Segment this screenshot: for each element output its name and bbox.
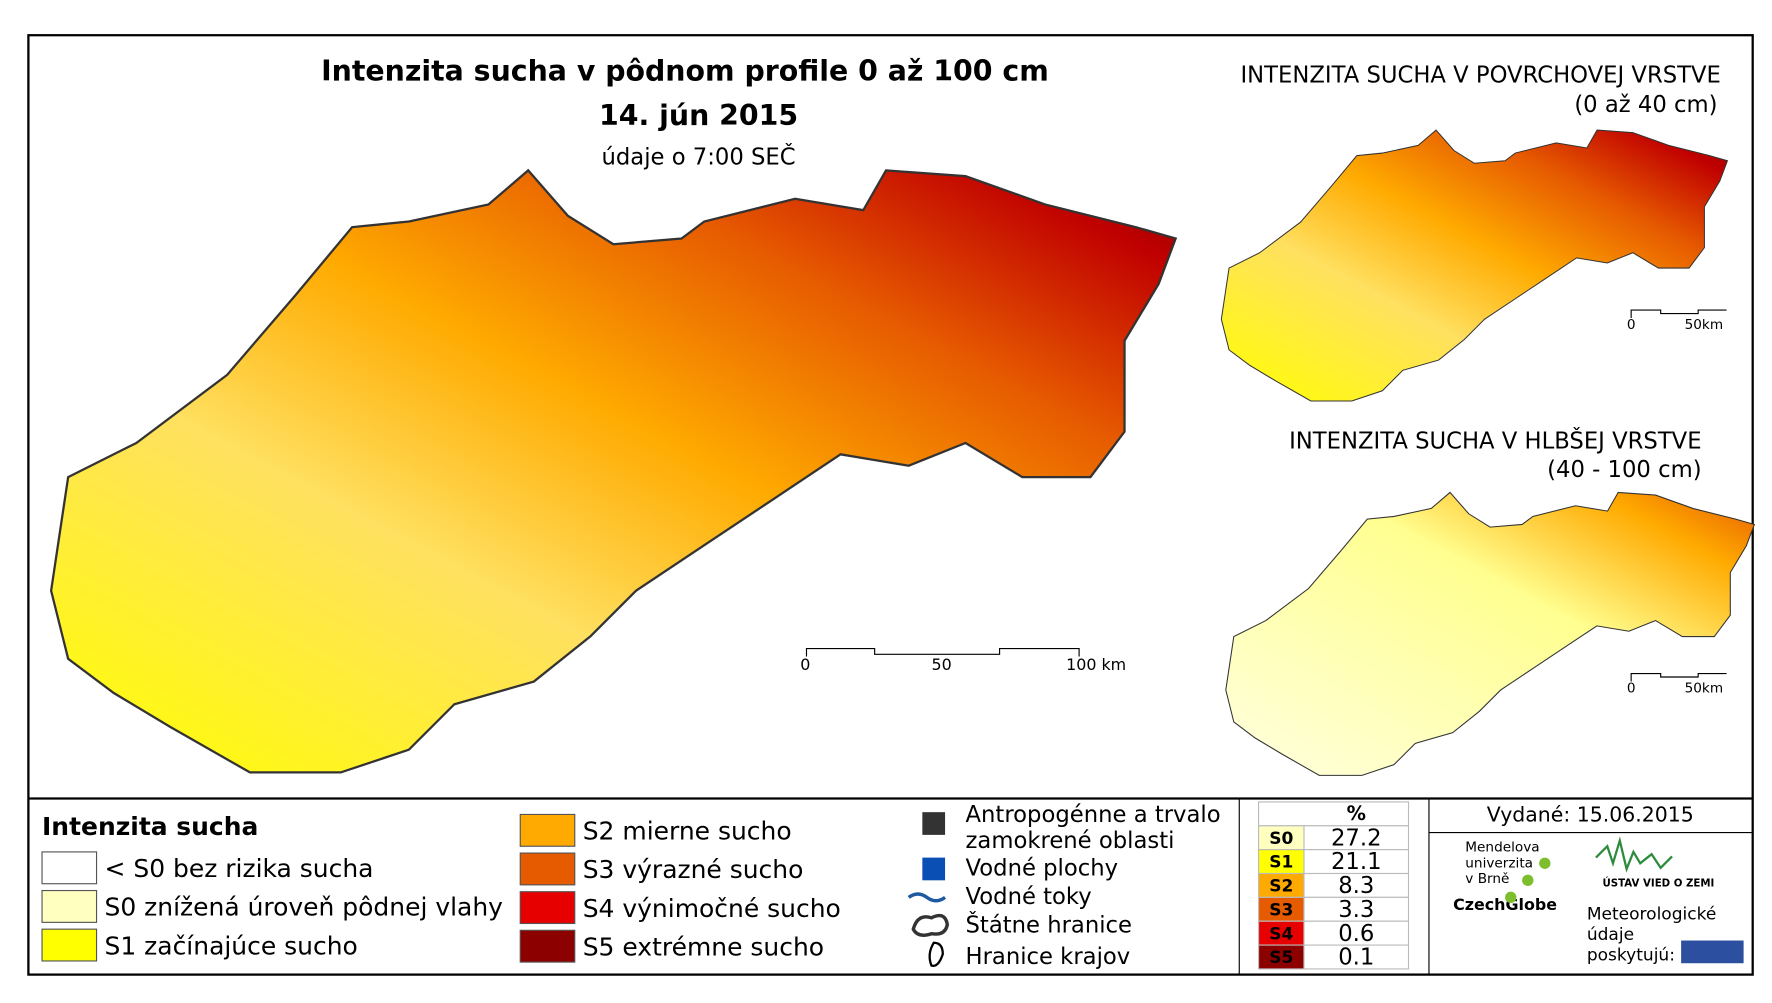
institute-logo: [1595, 836, 1673, 873]
legend-label: < S0 bez rizika sucha: [105, 854, 374, 883]
legend-label: S4 výnimočné sucho: [583, 894, 841, 923]
legend-swatch: [519, 929, 576, 963]
symbol-water-body: [922, 857, 946, 881]
legend-swatch: [41, 851, 98, 885]
legend-label: S0 znížená úroveň pôdnej vlahy: [105, 893, 504, 922]
table-header-cell: [1258, 801, 1410, 827]
symbol-region: [928, 941, 944, 967]
percent-value: 0.6: [1338, 921, 1374, 947]
percent-value: 27.2: [1331, 825, 1382, 851]
institute-name: ÚSTAV VIED O ZEMI: [1602, 877, 1714, 890]
scale-bar: [1630, 673, 1727, 682]
inset-title: INTENZITA SUCHA V HLBŠEJ VRSTVE: [1289, 426, 1701, 454]
legend-swatch: [41, 889, 98, 923]
czechglobe-logo: CzechGlobe: [1453, 895, 1557, 914]
title: Intenzita sucha v pôdnom profile 0 až 10…: [321, 55, 1049, 88]
class-label: S5: [1269, 948, 1293, 968]
class-label: S4: [1269, 924, 1293, 944]
class-label: S1: [1269, 853, 1293, 873]
legend-label: S1 začínajúce sucho: [105, 931, 358, 960]
class-label: S0: [1269, 829, 1293, 849]
symbol-border: [911, 913, 950, 937]
symbol-label: Štátne hranice: [966, 910, 1132, 938]
symbol-label: zamokrené oblasti: [966, 828, 1175, 854]
value-cell: [1303, 944, 1410, 970]
scale-bar: [1630, 309, 1727, 319]
scale-label: 0: [800, 655, 810, 674]
university-name: v Brně: [1465, 871, 1509, 887]
scale-label: 0: [1627, 317, 1636, 333]
university-name: Mendelova: [1465, 839, 1539, 855]
shmu-logo: [1681, 940, 1744, 964]
date: 14. jún 2015: [599, 99, 798, 132]
legend-label: S3 výrazné sucho: [583, 855, 804, 884]
provider-label: Meteorologické: [1587, 904, 1716, 924]
provider-label: poskytujú:: [1587, 945, 1675, 965]
percent-value: 21.1: [1331, 849, 1382, 875]
issued: Vydané: 15.06.2015: [1487, 803, 1694, 827]
percent-value: 0.1: [1338, 945, 1374, 971]
scale-label: 100 km: [1066, 655, 1126, 674]
percent-value: 3.3: [1338, 897, 1374, 923]
symbol-anthropogenic: [922, 812, 946, 835]
legend-swatch: [519, 852, 576, 886]
legend-title: Intenzita sucha: [42, 812, 258, 841]
legend-swatch: [519, 813, 576, 847]
symbol-label: Antropogénne a trvalo: [966, 802, 1221, 828]
provider-label: údaje: [1587, 925, 1634, 945]
inset-subtitle: (40 - 100 cm): [1547, 457, 1701, 483]
legend-label: S5 extrémne sucho: [583, 932, 824, 961]
scale-bar: [805, 648, 1080, 657]
scale-label: 50: [932, 655, 952, 674]
class-label: S3: [1269, 900, 1293, 920]
scale-label: 50km: [1685, 317, 1724, 333]
legend-swatch: [41, 928, 98, 962]
symbol-label: Vodné plochy: [966, 855, 1119, 881]
legend-swatch: [519, 891, 576, 925]
inset-subtitle: (0 až 40 cm): [1574, 92, 1717, 118]
scale-label: 0: [1627, 680, 1636, 696]
table-header: %: [1347, 802, 1366, 825]
inset-title: INTENZITA SUCHA V POVRCHOVEJ VRSTVE: [1240, 63, 1720, 89]
symbol-label: Hranice krajov: [966, 944, 1131, 970]
percent-value: 8.3: [1338, 873, 1374, 899]
note: údaje o 7:00 SEČ: [602, 142, 796, 170]
symbol-river: [907, 892, 947, 903]
scale-label: 50km: [1685, 680, 1724, 696]
legend-label: S2 mierne sucho: [583, 817, 792, 846]
class-label: S2: [1269, 877, 1293, 897]
university-name: univerzita: [1465, 855, 1533, 871]
symbol-label: Vodné toky: [966, 884, 1092, 910]
